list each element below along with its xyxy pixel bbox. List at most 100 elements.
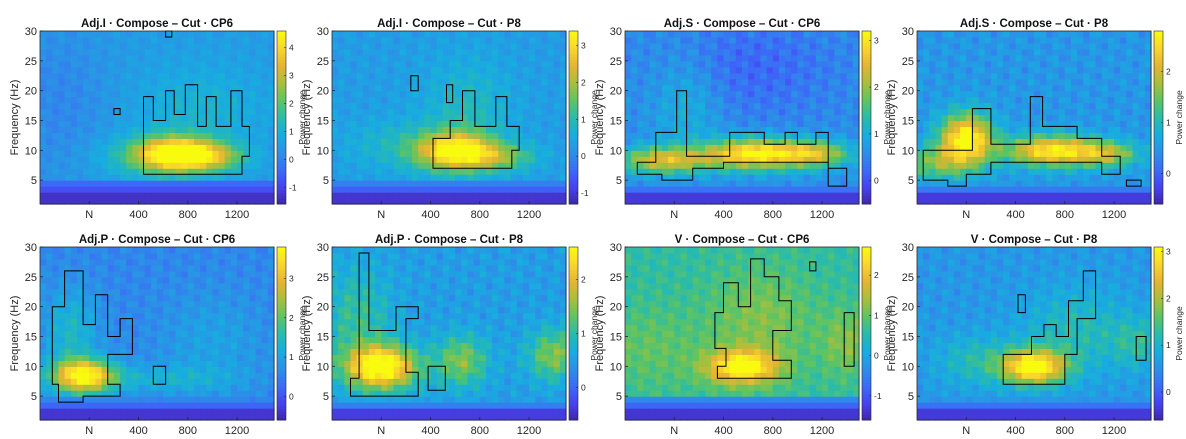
heatmap-cell bbox=[705, 31, 712, 38]
heatmap-cell bbox=[990, 72, 998, 80]
heatmap-cell bbox=[535, 66, 542, 74]
heatmap-cell bbox=[138, 114, 146, 122]
heatmap-cell bbox=[58, 66, 66, 74]
heatmap-cell bbox=[399, 102, 407, 110]
heatmap-cell bbox=[332, 66, 339, 74]
heatmap-cell bbox=[64, 408, 72, 415]
heatmap-cell bbox=[412, 36, 419, 44]
heatmap-cell bbox=[40, 198, 47, 205]
heatmap-cell bbox=[711, 84, 718, 92]
heatmap-cell bbox=[1003, 126, 1010, 134]
heatmap-cell bbox=[960, 120, 967, 128]
heatmap-cell bbox=[405, 90, 413, 98]
heatmap-cell bbox=[150, 198, 158, 205]
heatmap-cell bbox=[516, 31, 524, 38]
heatmap-cell bbox=[157, 90, 164, 98]
heatmap-cell bbox=[705, 84, 712, 92]
heatmap-cell bbox=[267, 66, 275, 74]
heatmap-cell bbox=[169, 198, 177, 205]
heatmap-cell bbox=[625, 36, 632, 44]
heatmap-cell bbox=[58, 247, 66, 254]
heatmap-cell bbox=[498, 156, 506, 163]
heatmap-cell bbox=[126, 42, 133, 50]
heatmap-cell bbox=[822, 192, 829, 199]
heatmap-cell bbox=[1144, 66, 1152, 74]
heatmap-cell bbox=[58, 31, 66, 38]
heatmap-cell bbox=[1070, 102, 1078, 110]
heatmap-cell bbox=[187, 174, 195, 181]
heatmap-cell bbox=[1126, 144, 1134, 151]
heatmap-cell bbox=[237, 42, 244, 50]
heatmap-cell bbox=[1077, 36, 1084, 44]
heatmap-cell bbox=[1009, 132, 1017, 139]
heatmap-cell bbox=[504, 36, 512, 44]
heatmap-cell bbox=[1046, 36, 1054, 44]
heatmap-cell bbox=[169, 60, 177, 68]
heatmap-cell bbox=[984, 84, 992, 92]
heatmap-cell bbox=[1144, 108, 1152, 116]
heatmap-cell bbox=[64, 247, 72, 254]
heatmap-cell bbox=[834, 132, 842, 139]
colorbar-segment bbox=[569, 198, 578, 202]
heatmap-cell bbox=[332, 198, 339, 205]
heatmap-cell bbox=[1021, 144, 1029, 151]
heatmap-cell bbox=[338, 174, 345, 181]
colorbar-segment bbox=[277, 157, 286, 162]
heatmap-cell bbox=[58, 90, 66, 98]
heatmap-cell bbox=[473, 132, 481, 139]
heatmap-cell bbox=[1101, 156, 1109, 163]
heatmap-cell bbox=[1046, 42, 1054, 50]
heatmap-cell bbox=[187, 54, 195, 62]
heatmap-cell bbox=[52, 282, 60, 290]
heatmap-cell bbox=[516, 66, 524, 74]
heatmap-cell bbox=[200, 174, 207, 181]
heatmap-cell bbox=[984, 72, 992, 80]
heatmap-cell bbox=[101, 84, 109, 92]
heatmap-cell bbox=[729, 42, 737, 50]
heatmap-cell bbox=[70, 330, 78, 338]
heatmap-cell bbox=[972, 66, 980, 74]
heatmap-cell bbox=[206, 102, 214, 110]
colorbar-segment bbox=[569, 31, 578, 35]
heatmap-cell bbox=[1120, 120, 1127, 128]
heatmap-cell bbox=[1070, 144, 1078, 151]
heatmap-cell bbox=[692, 126, 700, 134]
heatmap-cell bbox=[711, 120, 718, 128]
heatmap-cell bbox=[1003, 198, 1010, 205]
heatmap-cell bbox=[237, 78, 244, 86]
heatmap-cell bbox=[237, 108, 244, 116]
heatmap-cell bbox=[101, 31, 109, 38]
heatmap-cell bbox=[40, 330, 47, 338]
heatmap-cell bbox=[840, 54, 848, 62]
colorbar-segment bbox=[1154, 77, 1163, 81]
heatmap-cell bbox=[492, 66, 499, 74]
heatmap-cell bbox=[1040, 90, 1047, 98]
heatmap-cell bbox=[978, 66, 986, 74]
heatmap-cell bbox=[778, 42, 786, 50]
heatmap-cell bbox=[960, 132, 967, 139]
heatmap-cell bbox=[467, 102, 475, 110]
heatmap-cell bbox=[923, 60, 930, 68]
heatmap-cell bbox=[717, 72, 725, 80]
colorbar-segment bbox=[569, 82, 578, 87]
heatmap-cell bbox=[504, 186, 512, 193]
heatmap-cell bbox=[997, 144, 1004, 151]
heatmap-cell bbox=[1095, 96, 1103, 104]
heatmap-cell bbox=[941, 84, 949, 92]
heatmap-cell bbox=[237, 72, 244, 80]
heatmap-cell bbox=[243, 66, 250, 74]
heatmap-cell bbox=[381, 42, 389, 50]
heatmap-cell bbox=[760, 150, 768, 157]
heatmap-cell bbox=[1114, 78, 1121, 86]
heatmap-cell bbox=[40, 42, 47, 50]
heatmap-cell bbox=[705, 168, 712, 175]
heatmap-cell bbox=[742, 180, 749, 187]
heatmap-cell bbox=[791, 48, 799, 56]
heatmap-cell bbox=[1003, 162, 1010, 169]
heatmap-cell bbox=[990, 48, 998, 56]
heatmap-cell bbox=[150, 42, 158, 50]
heatmap-cell bbox=[1107, 36, 1115, 44]
heatmap-cell bbox=[58, 138, 66, 145]
heatmap-cell bbox=[375, 66, 382, 74]
heatmap-cell bbox=[249, 66, 257, 74]
